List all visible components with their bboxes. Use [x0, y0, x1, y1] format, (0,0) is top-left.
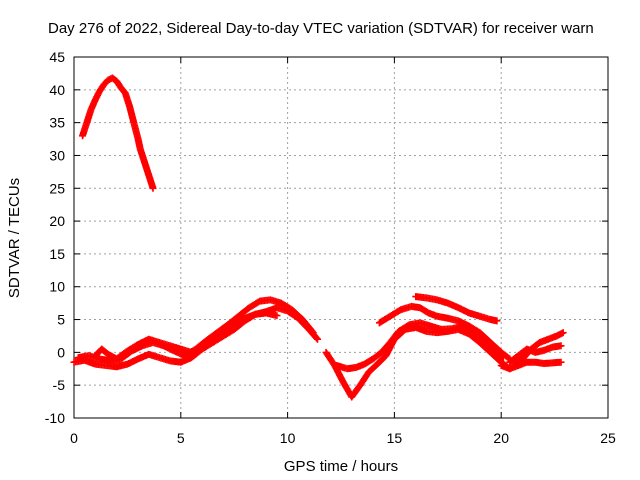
x-tick-label: 0	[70, 430, 78, 446]
axis-ticks: -10 -5 0 5 10 15 20 25 30 35 40 45 0 5 10 15 20 25	[45, 49, 616, 446]
y-tick-label: 45	[49, 49, 65, 65]
y-tick-label: 35	[49, 115, 65, 131]
data-point	[559, 329, 567, 337]
data-point	[149, 184, 157, 192]
y-tick-label: 30	[49, 147, 65, 163]
y-tick-label: 40	[49, 82, 65, 98]
series-arc-g	[412, 293, 501, 325]
data-point	[273, 312, 281, 320]
y-axis-label: SDTVAR / TECUs	[6, 178, 23, 298]
data-point	[308, 327, 316, 335]
data-point	[493, 317, 501, 325]
y-tick-label: 15	[49, 246, 65, 262]
series-arc-early-high	[79, 74, 157, 192]
y-tick-label: 0	[57, 344, 65, 360]
y-tick-label: 25	[49, 180, 65, 196]
chart-title: Day 276 of 2022, Sidereal Day-to-day VTE…	[48, 20, 594, 37]
data-point	[314, 335, 322, 343]
data-series	[70, 74, 567, 401]
x-tick-label: 25	[600, 430, 616, 446]
data-point	[313, 334, 321, 342]
plot-frame	[73, 56, 609, 419]
x-tick-label: 20	[493, 430, 509, 446]
data-point	[557, 358, 565, 366]
series-arc-c	[91, 309, 281, 363]
x-tick-label: 5	[177, 430, 185, 446]
data-point	[309, 329, 317, 337]
series-arc-j	[510, 329, 567, 369]
series-arc-f	[375, 302, 514, 363]
data-point	[557, 342, 565, 350]
y-tick-label: 20	[49, 213, 65, 229]
x-tick-label: 15	[387, 430, 403, 446]
x-tick-label: 10	[280, 430, 296, 446]
y-tick-label: -10	[45, 410, 65, 426]
x-axis-label: GPS time / hours	[284, 458, 398, 475]
series-arc-a	[70, 304, 322, 371]
y-tick-label: 10	[49, 279, 65, 295]
y-tick-label: 5	[57, 312, 65, 328]
y-tick-label: -5	[53, 377, 66, 393]
